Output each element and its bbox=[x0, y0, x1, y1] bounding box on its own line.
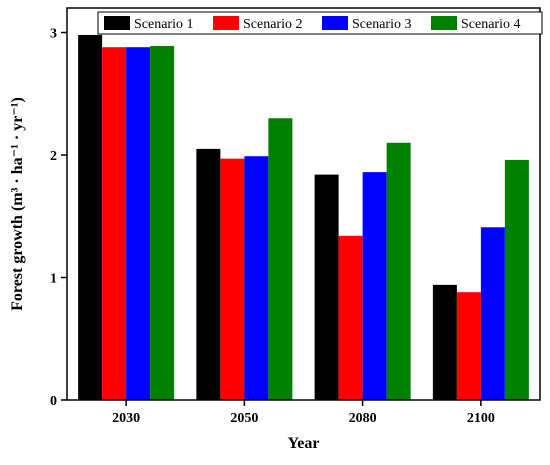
bar-scenario-2-2080 bbox=[338, 235, 363, 400]
legend-swatch bbox=[431, 16, 457, 30]
bar-scenario-3-2080 bbox=[362, 172, 387, 400]
bar-scenario-4-2030 bbox=[150, 45, 175, 400]
legend-swatch bbox=[213, 16, 239, 30]
x-axis-title: Year bbox=[288, 435, 320, 452]
bar-scenario-3-2100 bbox=[480, 227, 505, 400]
bar-scenario-3-2050 bbox=[244, 156, 269, 400]
legend-label: Scenario 2 bbox=[243, 17, 302, 32]
y-tick-label: 1 bbox=[50, 272, 57, 287]
x-tick-label: 2100 bbox=[467, 411, 495, 426]
x-tick-label: 2030 bbox=[112, 411, 140, 426]
bar-scenario-4-2080 bbox=[386, 142, 411, 400]
x-tick-label: 2050 bbox=[230, 411, 258, 426]
bar-scenario-2-2100 bbox=[456, 292, 481, 400]
legend-label: Scenario 1 bbox=[134, 17, 193, 32]
x-tick-label: 2080 bbox=[349, 411, 377, 426]
legend-label: Scenario 4 bbox=[461, 17, 520, 32]
y-tick-label: 2 bbox=[50, 149, 57, 164]
bar-scenario-1-2030 bbox=[78, 34, 103, 400]
y-tick-label: 0 bbox=[50, 394, 57, 409]
bar-scenario-2-2030 bbox=[102, 47, 127, 400]
bar-scenario-2-2050 bbox=[220, 158, 245, 400]
bar-scenario-4-2050 bbox=[268, 118, 293, 400]
y-tick-label: 3 bbox=[50, 27, 57, 42]
legend-swatch bbox=[104, 16, 130, 30]
bar-scenario-1-2050 bbox=[196, 148, 221, 400]
bar-scenario-1-2100 bbox=[432, 284, 457, 400]
bars-layer bbox=[78, 34, 529, 400]
plot-frame bbox=[66, 7, 541, 401]
bar-scenario-3-2030 bbox=[126, 47, 151, 400]
bar-scenario-4-2100 bbox=[504, 159, 529, 400]
y-axis-title: Forest growth (m³ · ha⁻¹ · yr⁻¹) bbox=[9, 97, 26, 311]
legend-label: Scenario 3 bbox=[352, 17, 411, 32]
axes-layer: 0 1 2 3 2030 2050 2080 2100 bbox=[50, 7, 541, 426]
legend: Scenario 1 Scenario 2 Scenario 3 Scenario 4 bbox=[97, 11, 543, 35]
legend-swatch bbox=[322, 16, 348, 30]
bar-scenario-1-2080 bbox=[314, 174, 339, 400]
